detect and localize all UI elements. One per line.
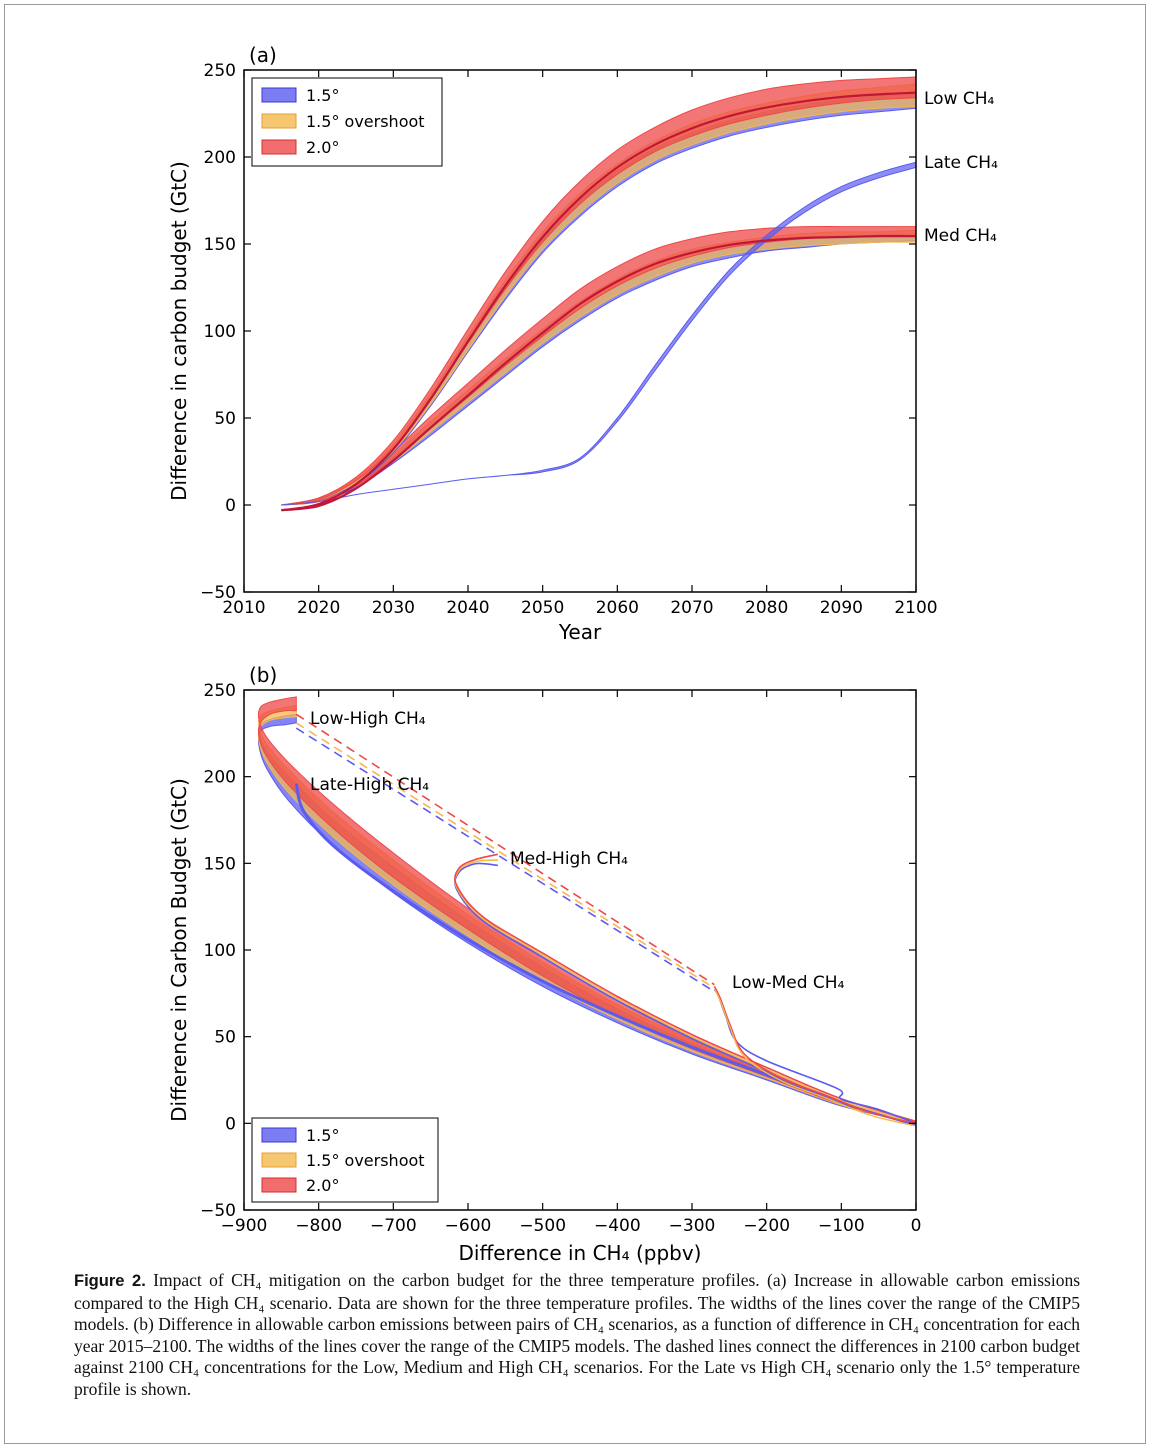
panel-a-x-tick-label: 2030 (372, 598, 415, 618)
figure-caption: Figure 2. Impact of CH₄ mitigation on th… (74, 1270, 1080, 1400)
annot-late-ch4: Late CH₄ (924, 153, 998, 173)
legend-swatch-1-5 (262, 1128, 296, 1142)
legend-label-1-5-overshoot: 1.5° overshoot (306, 112, 425, 131)
line-med-high-1 (455, 860, 916, 1123)
line-med-high-0 (455, 863, 916, 1125)
annot-low-ch4: Low CH₄ (924, 89, 995, 109)
panel-b-x-tick-label: −600 (445, 1216, 492, 1236)
line-low-med-red (714, 986, 916, 1123)
line-late-high (296, 784, 916, 1124)
legend-swatch-1-5-overshoot (262, 1153, 296, 1167)
panel-a-y-tick-label: 50 (214, 409, 236, 429)
panel-b-y-tick-label: 250 (204, 681, 236, 701)
annot-low-high: Low-High CH₄ (310, 709, 426, 729)
panel-a-x-tick-label: 2080 (745, 598, 788, 618)
panel-b-x-tick-label: −400 (594, 1216, 641, 1236)
panel-b-y-tick-label: 150 (204, 854, 236, 874)
panel-a-x-label: Year (558, 620, 602, 644)
legend-label-2-0: 2.0° (306, 1176, 339, 1195)
panel-b-label: (b) (249, 663, 277, 687)
panel-b-x-tick-label: 0 (911, 1216, 922, 1236)
panel-b-y-tick-label: 100 (204, 941, 236, 961)
line-med-high-2 (455, 854, 916, 1121)
legend-swatch-1-5 (262, 88, 296, 102)
panel-b-y-label: Difference in Carbon Budget (GtC) (167, 778, 191, 1122)
panel-a-x-tick-label: 2050 (521, 598, 564, 618)
panel-b-y-tick-label: −50 (200, 1201, 236, 1221)
annot-med-ch4: Med CH₄ (924, 226, 997, 246)
legend-swatch-1-5-overshoot (262, 114, 296, 128)
panel-a-x-tick-label: 2040 (446, 598, 489, 618)
panel-a-y-label: Difference in carbon budget (GtC) (167, 161, 191, 501)
panel-a-label: (a) (249, 43, 277, 67)
legend-swatch-2-0 (262, 140, 296, 154)
legend-label-1-5: 1.5° (306, 1126, 339, 1145)
panel-b: (b) −900 −800 −700 −600 −500 −400 −300 −200 −100… (167, 663, 921, 1265)
panel-b-x-tick-label: −800 (295, 1216, 342, 1236)
panel-a: (a) 2010 2020 2030 2040 2050 2060 2070 2080 2090… (167, 43, 998, 644)
panel-b-x-tick-label: −500 (519, 1216, 566, 1236)
panel-b-bands (258, 697, 916, 1126)
figure-svg: (a) 2010 2020 2030 2040 2050 2060 2070 2080 2090… (0, 0, 1152, 1270)
panel-a-x-tick-label: 2060 (596, 598, 639, 618)
panel-a-y-tick-label: 150 (204, 235, 236, 255)
panel-a-y-tick-label: −50 (200, 583, 236, 603)
caption-text: Impact of CH₄ mitigation on the carbon b… (74, 1270, 1080, 1399)
panel-b-x-tick-label: −100 (818, 1216, 865, 1236)
panel-b-y-tick-label: 200 (204, 768, 236, 788)
panel-b-y-tick-label: 50 (214, 1028, 236, 1048)
panel-b-y-tick-label: 0 (225, 1114, 236, 1134)
legend-label-1-5: 1.5° (306, 86, 339, 105)
panel-b-x-tick-label: −300 (669, 1216, 716, 1236)
panel-a-y-tick-label: 200 (204, 148, 236, 168)
band-low-high-2-0 (258, 697, 916, 1123)
panel-a-x-tick-label: 2090 (820, 598, 863, 618)
annot-late-high: Late-High CH₄ (310, 775, 429, 795)
panel-a-x-tick-label: 2070 (670, 598, 713, 618)
legend-label-2-0: 2.0° (306, 138, 339, 157)
panel-a-y-tick-label: 0 (225, 496, 236, 516)
panel-a-x-tick-label: 2020 (297, 598, 340, 618)
annot-med-high: Med-High CH₄ (510, 849, 628, 869)
panel-a-y-tick-label: 250 (204, 61, 236, 81)
panel-b-x-tick-label: −700 (370, 1216, 417, 1236)
panel-b-x-tick-label: −200 (743, 1216, 790, 1236)
panel-b-x-label: Difference in CH₄ (ppbv) (459, 1241, 702, 1265)
panel-a-y-tick-label: 100 (204, 322, 236, 342)
panel-b-legend: 1.5° 1.5° overshoot 2.0° (252, 1118, 438, 1202)
band-latech-15 (281, 162, 916, 505)
panel-a-x-tick-label: 2100 (894, 598, 937, 618)
legend-swatch-2-0 (262, 1178, 296, 1192)
legend-label-1-5-overshoot: 1.5° overshoot (306, 1151, 425, 1170)
line-low-med-orange (714, 989, 916, 1126)
band-low-high-1-5-overshoot (258, 706, 916, 1124)
annot-low-med: Low-Med CH₄ (732, 973, 845, 993)
caption-label: Figure 2. (74, 1272, 146, 1290)
panel-a-legend: 1.5° 1.5° overshoot 2.0° (252, 78, 442, 166)
